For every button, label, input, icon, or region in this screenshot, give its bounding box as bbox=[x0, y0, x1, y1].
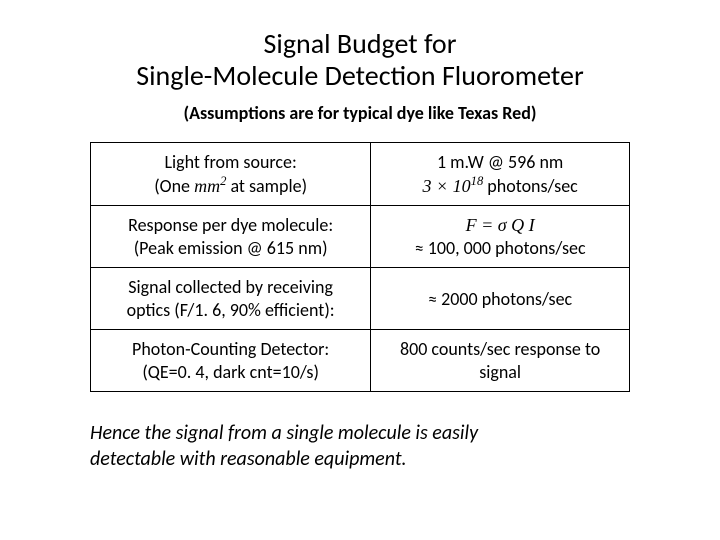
slide-subtitle: (Assumptions are for typical dye like Te… bbox=[60, 102, 660, 124]
text: ≈ 100, 000 photons/sec bbox=[415, 237, 586, 259]
conclusion-text: Hence the signal from a single molecule … bbox=[90, 420, 630, 472]
cell-detector-value: 800 counts/sec response to signal bbox=[371, 330, 630, 392]
text: 18 bbox=[471, 174, 484, 188]
table-row: Photon-Counting Detector: (QE=0. 4, dark… bbox=[91, 330, 630, 392]
text: photons/sec bbox=[483, 175, 578, 197]
cell-response-label: Response per dye molecule: (Peak emissio… bbox=[91, 206, 371, 268]
text: ≈ 2000 photons/sec bbox=[428, 288, 572, 310]
text: (Peak emission @ 615 nm) bbox=[134, 237, 328, 259]
text: optics (F/1. 6, 90% efficient): bbox=[127, 299, 335, 321]
slide: Signal Budget for Single-Molecule Detect… bbox=[0, 0, 720, 540]
title-line-2: Single-Molecule Detection Fluorometer bbox=[136, 58, 583, 93]
math-formula: F = σ Q I bbox=[466, 215, 535, 235]
text: detectable with reasonable equipment. bbox=[90, 447, 407, 471]
text: (QE=0. 4, dark cnt=10/s) bbox=[142, 361, 319, 383]
cell-optics-label: Signal collected by receiving optics (F/… bbox=[91, 268, 371, 330]
math-mm2: mm2 bbox=[194, 176, 226, 196]
text: Signal collected by receiving bbox=[128, 276, 333, 298]
text: Photon-Counting Detector: bbox=[132, 338, 329, 360]
text: 800 counts/sec response to bbox=[400, 338, 600, 360]
text: at sample) bbox=[226, 175, 307, 197]
cell-response-value: F = σ Q I ≈ 100, 000 photons/sec bbox=[371, 206, 630, 268]
table-row: Light from source: (One mm2 at sample) 1… bbox=[91, 143, 630, 206]
text: 3 × 10 bbox=[422, 176, 470, 196]
table-row: Response per dye molecule: (Peak emissio… bbox=[91, 206, 630, 268]
text: Light from source: bbox=[164, 151, 296, 173]
text: 1 m.W @ 596 nm bbox=[437, 151, 563, 173]
table-row: Signal collected by receiving optics (F/… bbox=[91, 268, 630, 330]
cell-optics-value: ≈ 2000 photons/sec bbox=[371, 268, 630, 330]
signal-budget-table: Light from source: (One mm2 at sample) 1… bbox=[90, 142, 630, 392]
text: mm bbox=[194, 176, 220, 196]
cell-source-label: Light from source: (One mm2 at sample) bbox=[91, 143, 371, 206]
text: (One bbox=[154, 175, 194, 197]
math-photons: 3 × 1018 bbox=[422, 176, 483, 196]
text: Response per dye molecule: bbox=[128, 214, 333, 236]
cell-source-value: 1 m.W @ 596 nm 3 × 1018 photons/sec bbox=[371, 143, 630, 206]
title-line-1: Signal Budget for bbox=[264, 26, 457, 61]
slide-title: Signal Budget for Single-Molecule Detect… bbox=[60, 28, 660, 92]
text: signal bbox=[479, 361, 521, 383]
cell-detector-label: Photon-Counting Detector: (QE=0. 4, dark… bbox=[91, 330, 371, 392]
text: Hence the signal from a single molecule … bbox=[90, 421, 478, 445]
